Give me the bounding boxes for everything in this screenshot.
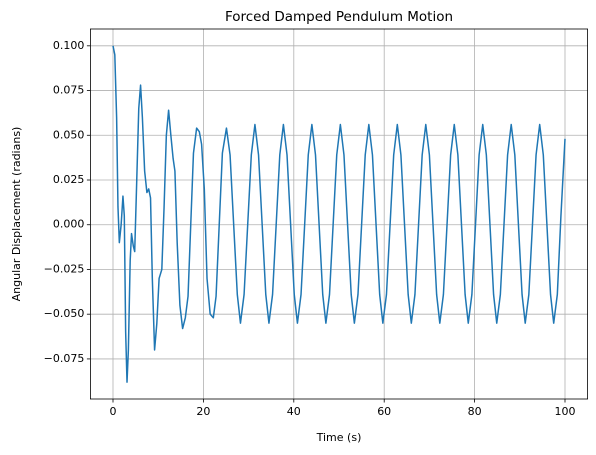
x-axis-label: Time (s) [316, 431, 362, 444]
y-tick-label: −0.075 [44, 352, 85, 365]
x-tick-label: 80 [468, 405, 482, 418]
x-tick-label: 0 [110, 405, 117, 418]
y-axis-label: Angular Displacement (radians) [10, 127, 23, 302]
x-tick-label: 20 [196, 405, 210, 418]
chart-title: Forced Damped Pendulum Motion [225, 9, 453, 25]
x-tick-label: 100 [555, 405, 576, 418]
x-tick-label: 40 [287, 405, 301, 418]
y-tick-label: −0.025 [44, 262, 85, 275]
y-tick-label: −0.050 [44, 307, 85, 320]
x-tick-label: 60 [377, 405, 391, 418]
y-tick-label: 0.075 [53, 84, 85, 97]
y-tick-label: 0.100 [53, 39, 85, 52]
data-line [112, 45, 566, 383]
y-tick-label: 0.000 [53, 218, 85, 231]
axes-frame [90, 28, 589, 400]
y-tick-label: 0.025 [53, 173, 85, 186]
y-tick-label: 0.050 [53, 128, 85, 141]
